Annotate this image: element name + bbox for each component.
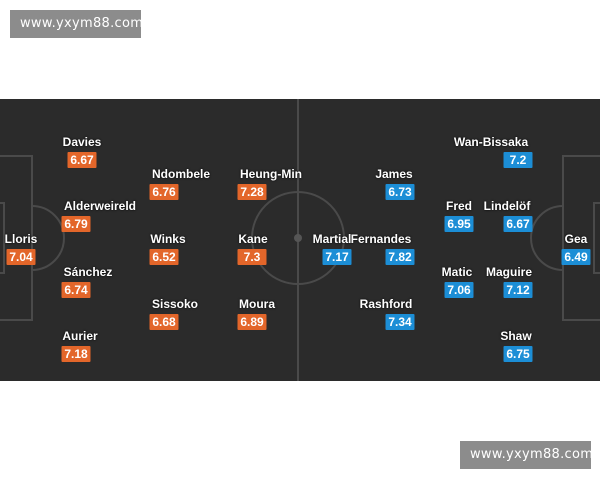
rating-badge: 6.74 — [61, 282, 91, 298]
player-name: Lindelöf — [483, 199, 531, 213]
rating-badge: 6.67 — [67, 152, 97, 168]
player-name: Sissoko — [151, 297, 199, 311]
player-name: Ndombele — [151, 167, 211, 181]
player-name: Martial — [312, 232, 352, 246]
watermark-bottom: www.yxym88.com — [460, 441, 593, 469]
rating-badge: 7.2 — [503, 152, 533, 168]
rating-badge: 6.49 — [561, 249, 591, 265]
rating-badge: 6.89 — [237, 314, 267, 330]
player-name: Alderweireld — [63, 199, 137, 213]
pitch-markings — [0, 99, 600, 381]
player-name: Wan-Bissaka — [453, 135, 529, 149]
rating-badge: 7.17 — [322, 249, 352, 265]
rating-badge: 6.95 — [444, 216, 474, 232]
player-name: Shaw — [500, 329, 532, 343]
player-name: Lloris — [4, 232, 38, 246]
player-name: Sánchez — [63, 265, 113, 279]
player-name: James — [375, 167, 413, 181]
player-name: Kane — [238, 232, 268, 246]
player-name: Gea — [564, 232, 588, 246]
rating-badge: 6.75 — [503, 346, 533, 362]
player-name: Maguire — [485, 265, 533, 279]
rating-badge: 6.73 — [385, 184, 415, 200]
rating-badge: 7.06 — [444, 282, 474, 298]
rating-badge: 7.82 — [385, 249, 415, 265]
player-name: Winks — [150, 232, 186, 246]
watermark-top: www.yxym88.com — [10, 10, 143, 38]
player-name: Matic — [441, 265, 473, 279]
rating-badge: 6.76 — [149, 184, 179, 200]
rating-badge: 6.52 — [149, 249, 179, 265]
player-name: Heung-Min — [240, 167, 302, 181]
rating-badge: 7.34 — [385, 314, 415, 330]
rating-badge: 7.04 — [6, 249, 36, 265]
rating-badge: 6.79 — [61, 216, 91, 232]
rating-badge: 7.3 — [237, 249, 267, 265]
player-name: Aurier — [62, 329, 98, 343]
rating-badge: 7.12 — [503, 282, 533, 298]
pitch: Lloris 7.04 Davies 6.67 Alderweireld 6.7… — [0, 99, 600, 381]
rating-badge: 7.28 — [237, 184, 267, 200]
player-name: Davies — [62, 135, 102, 149]
rating-badge: 6.68 — [149, 314, 179, 330]
player-name: Rashford — [359, 297, 413, 311]
player-name: Fred — [445, 199, 473, 213]
player-name: Fernandes — [350, 232, 412, 246]
player-name: Moura — [239, 297, 275, 311]
rating-badge: 6.67 — [503, 216, 533, 232]
rating-badge: 7.18 — [61, 346, 91, 362]
